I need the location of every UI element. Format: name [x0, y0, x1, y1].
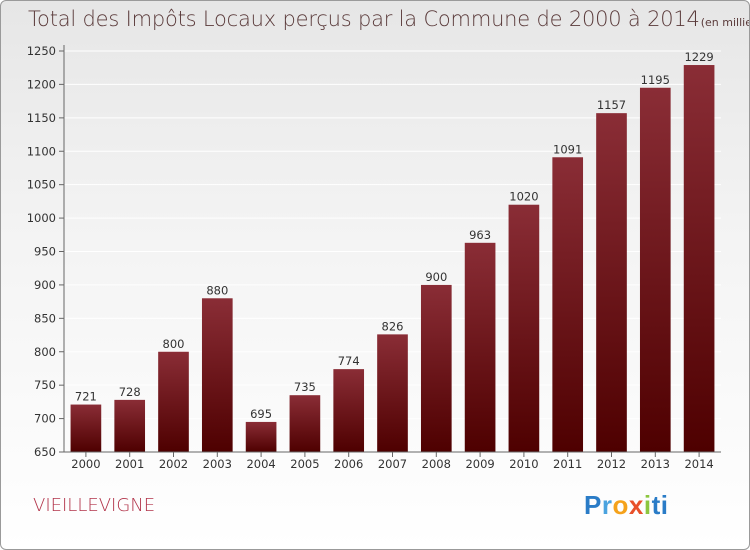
- data-label: 800: [163, 337, 185, 351]
- bar-2008[interactable]: [420, 284, 452, 452]
- y-tick-label: 950: [34, 245, 56, 259]
- bar-2006[interactable]: [333, 369, 365, 452]
- y-tick-label: 1250: [27, 44, 56, 58]
- title-main: Total des Impôts Locaux perçus par la Co…: [28, 7, 700, 31]
- x-tick-label: 2011: [553, 457, 582, 471]
- bar-2000[interactable]: [70, 404, 102, 452]
- bar-2010[interactable]: [508, 204, 540, 452]
- axis-layer: 650 700 750 800 850 900 950 1000 1050 1100 1150 120…: [27, 44, 721, 471]
- bar-2011[interactable]: [552, 157, 584, 452]
- data-label: 900: [425, 270, 447, 284]
- y-tick-label: 1100: [27, 144, 56, 158]
- y-tick-label: 850: [34, 311, 56, 325]
- proxiti-logo[interactable]: Proxiti: [584, 490, 668, 521]
- data-label: 735: [294, 380, 316, 394]
- logo-letter: r: [601, 490, 613, 520]
- data-label: 695: [250, 407, 272, 421]
- logo-letter: o: [612, 490, 629, 520]
- logo-letter: P: [584, 490, 602, 520]
- data-label: 826: [382, 319, 404, 333]
- bar-2009[interactable]: [464, 242, 496, 452]
- data-label-layer: 721 728 800 880 695 735 774 826 900 963 1020 1091 11…: [75, 50, 714, 421]
- bar-2002[interactable]: [158, 351, 189, 452]
- x-tick-label: 2012: [597, 457, 626, 471]
- y-tick-label: 1000: [27, 211, 56, 225]
- x-tick-label: 2003: [203, 457, 232, 471]
- y-tick-label: 1200: [27, 77, 56, 91]
- data-label: 774: [338, 354, 360, 368]
- y-tick-label: 800: [34, 345, 56, 359]
- chart-title: Total des Impôts Locaux perçus par la Co…: [28, 7, 749, 31]
- data-label: 1157: [597, 98, 626, 112]
- x-tick-label: 2002: [159, 457, 188, 471]
- bar-layer: [70, 65, 715, 452]
- data-label: 1020: [509, 190, 538, 204]
- y-tick-label: 1150: [27, 111, 56, 125]
- bar-2001[interactable]: [114, 399, 146, 452]
- y-tick-label: 1050: [27, 178, 56, 192]
- bar-2007[interactable]: [377, 334, 408, 452]
- x-tick-label: 2001: [115, 457, 144, 471]
- x-tick-label: 2013: [641, 457, 670, 471]
- data-label: 963: [469, 228, 491, 242]
- bar-2005[interactable]: [289, 395, 321, 452]
- logo-letter: x: [628, 490, 644, 520]
- bar-2004[interactable]: [245, 421, 277, 452]
- x-tick-label: 2006: [334, 457, 363, 471]
- bar-2003[interactable]: [201, 298, 233, 452]
- bar-2013[interactable]: [639, 87, 671, 452]
- y-tick-label: 750: [34, 378, 56, 392]
- logo-letter: ti: [651, 490, 669, 520]
- x-tick-label: 2009: [465, 457, 494, 471]
- y-tick-label: 900: [34, 278, 56, 292]
- bar-2014[interactable]: [683, 65, 715, 452]
- data-label: 721: [75, 390, 97, 404]
- x-tick-label: 2008: [422, 457, 451, 471]
- x-tick-label: 2014: [684, 457, 713, 471]
- logo-letter: i: [643, 490, 652, 520]
- x-tick-label: 2010: [509, 457, 538, 471]
- y-tick-label: 650: [34, 445, 56, 459]
- data-label: 1229: [684, 50, 713, 64]
- x-tick-label: 2005: [290, 457, 319, 471]
- x-tick-label: 2004: [246, 457, 275, 471]
- data-label: 1195: [641, 73, 670, 87]
- commune-name: VIEILLEVIGNE: [33, 495, 156, 516]
- x-tick-label: 2000: [71, 457, 100, 471]
- data-label: 1091: [553, 142, 582, 156]
- data-label: 880: [206, 283, 228, 297]
- title-unit: (en milliers d'€): [700, 16, 749, 29]
- data-label: 728: [119, 385, 141, 399]
- x-tick-label: 2007: [378, 457, 407, 471]
- bar-2012[interactable]: [596, 113, 627, 452]
- y-tick-label: 700: [34, 412, 56, 426]
